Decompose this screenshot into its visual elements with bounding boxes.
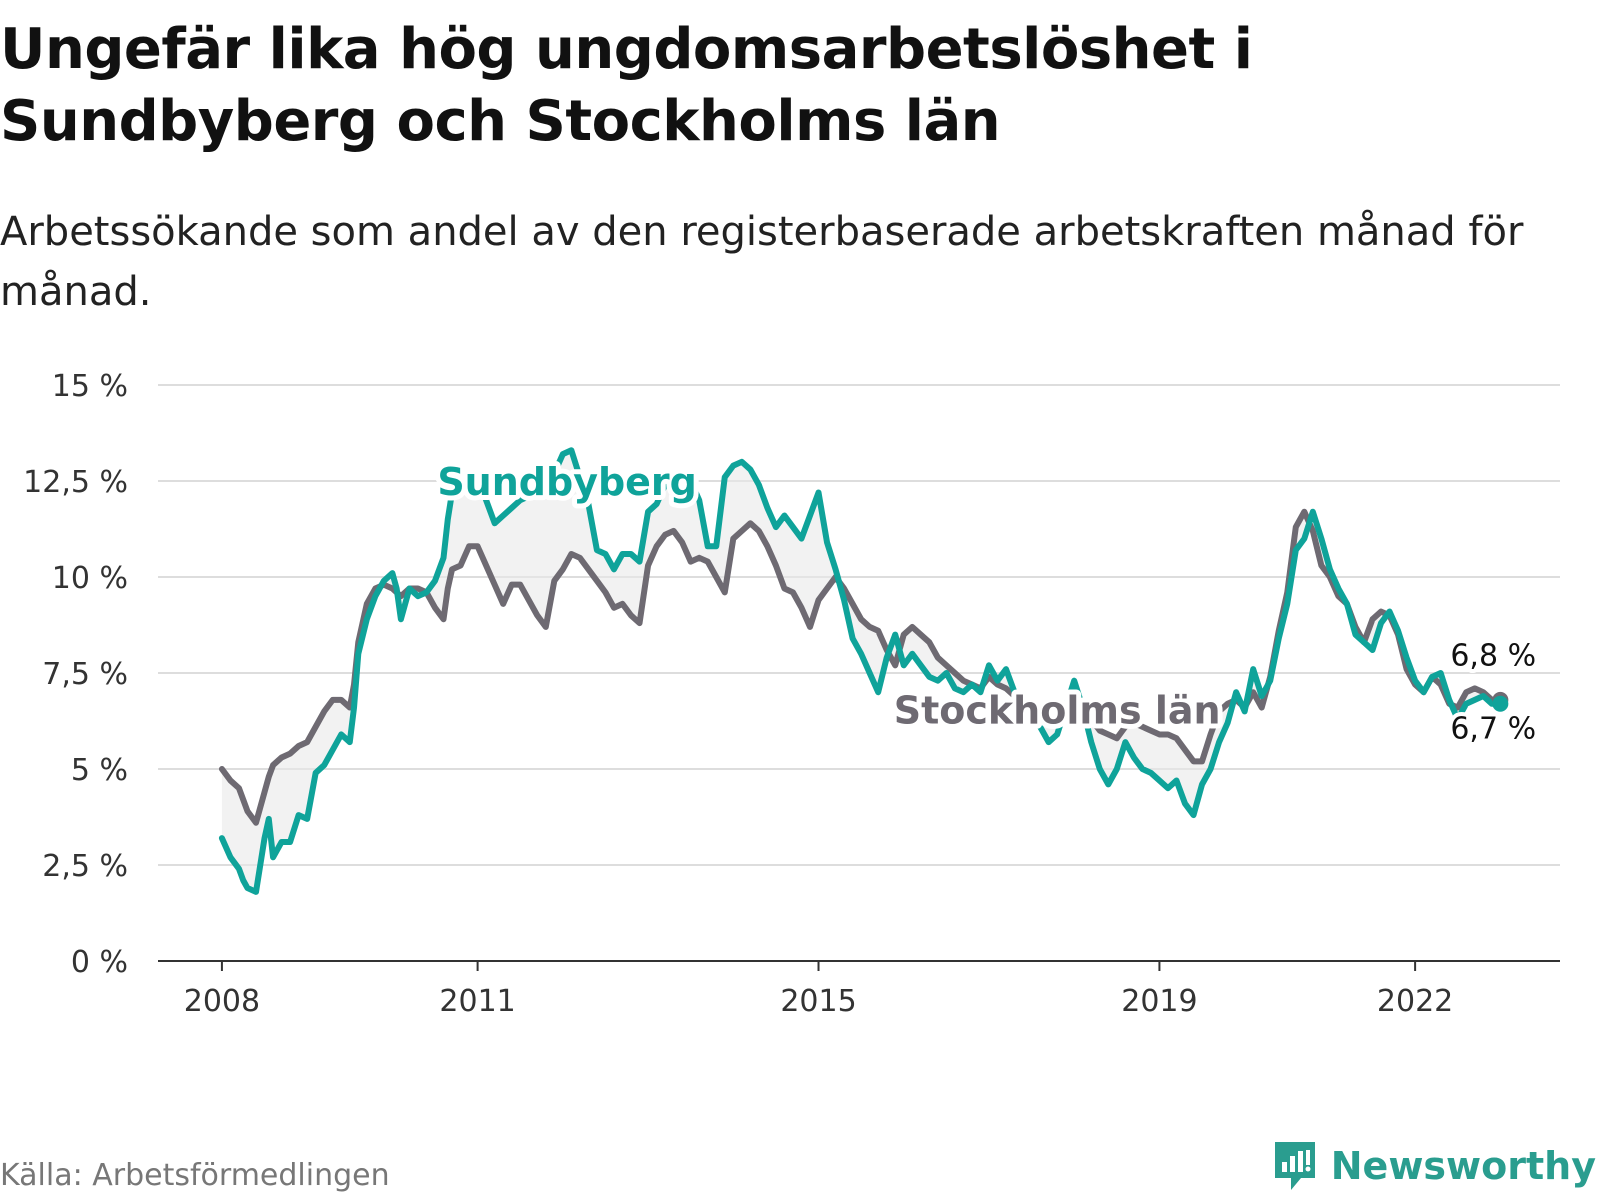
series-line-stockholms-lan <box>218 508 1504 826</box>
x-tick-label: 2019 <box>1121 984 1197 1019</box>
difference-area-shape <box>221 450 1501 892</box>
x-tick-label: 2008 <box>184 984 260 1019</box>
y-tick-label: 12,5 % <box>23 465 128 500</box>
grid-lines <box>158 384 1560 866</box>
series-label-sundbyberg-halo: Sundbyberg <box>437 460 697 504</box>
y-tick-label: 2,5 % <box>42 849 128 884</box>
x-tick-label: 2011 <box>439 984 515 1019</box>
source-note: Källa: Arbetsförmedlingen <box>0 1158 390 1193</box>
y-tick-label: 7,5 % <box>42 657 128 692</box>
series-label-stockholms-lan-halo: Stockholms län <box>894 688 1221 732</box>
y-tick-label: 10 % <box>52 561 128 596</box>
newsworthy-logo-icon <box>1274 1142 1315 1190</box>
y-tick-label: 0 % <box>71 945 128 980</box>
brand-name: Newsworthy <box>1330 1144 1596 1188</box>
chart-title: Ungefär lika hög ungdomsarbetslöshet i S… <box>0 17 1253 154</box>
end-label-stockholms-lan: 6,8 % <box>1450 638 1536 673</box>
chart-subtitle: Arbetssökande som andel av den registerb… <box>0 209 1524 315</box>
difference-area <box>221 450 1501 892</box>
series-lines <box>218 447 1509 895</box>
x-tick-label: 2022 <box>1377 984 1453 1019</box>
series-label-sundbyberg: Sundbyberg <box>437 460 697 504</box>
x-tick-label: 2015 <box>780 984 856 1019</box>
axes: 0 % 2,5 % 5 % 7,5 % 10 % 12,5 % 15 % 2008 2011 20… <box>23 369 1560 1019</box>
series-line-sundbyberg <box>218 447 1504 895</box>
end-label-sundbyberg: 6,7 % <box>1450 711 1536 746</box>
end-point-sundbyberg <box>1492 695 1509 712</box>
y-tick-label: 5 % <box>71 753 128 788</box>
y-tick-label: 15 % <box>52 369 128 404</box>
series-label-stockholms-lan: Stockholms län <box>894 688 1221 732</box>
brand-logo: Newsworthy <box>1271 1138 1596 1194</box>
line-chart: 0 % 2,5 % 5 % 7,5 % 10 % 12,5 % 15 % 2008 2011 20… <box>23 369 1560 1019</box>
end-label-sundbyberg-halo: 6,7 % <box>1450 711 1536 746</box>
end-label-stockholms-lan-halo: 6,8 % <box>1450 638 1536 673</box>
